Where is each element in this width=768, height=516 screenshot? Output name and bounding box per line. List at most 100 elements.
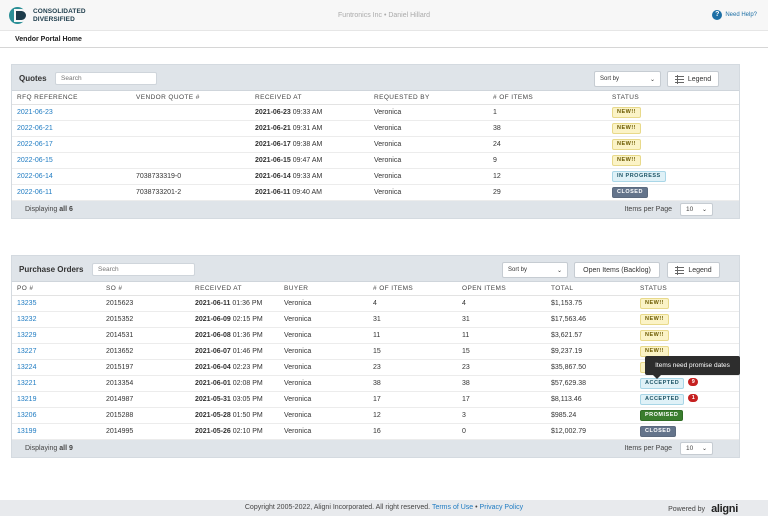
copyright: Copyright 2005-2022, Aligni Incorporated…	[0, 504, 768, 511]
received-at-cell: 2021-05-26 02:10 PM	[190, 423, 279, 440]
chevron-down-icon: ⌄	[701, 445, 707, 452]
quotes-search-input[interactable]	[55, 72, 157, 85]
quotes-sort-select[interactable]: Sort by ⌄	[594, 71, 661, 87]
rfq-reference-link[interactable]: 2022-06-15	[12, 152, 131, 169]
requested-by-cell: Veronica	[369, 152, 488, 169]
po-per-page-select[interactable]: 10 ⌄	[680, 441, 713, 455]
so-number-cell: 2015623	[101, 295, 190, 312]
quotes-table-header: RFQ REFERENCE VENDOR QUOTE # RECEIVED AT…	[12, 91, 739, 105]
table-row[interactable]: 13229 2014531 2021-06-08 01:36 PM Veronica 1…	[12, 327, 739, 344]
rfq-reference-link[interactable]: 2022-06-11	[12, 184, 131, 201]
requested-by-cell: Veronica	[369, 120, 488, 137]
notification-count-badge[interactable]: 1	[688, 393, 699, 402]
table-row[interactable]: 2021-06-23 2021-06-23 09:33 AM Veronica 1 NE…	[12, 104, 739, 121]
rfq-reference-link[interactable]: 2022-06-17	[12, 136, 131, 153]
received-date: 2021-06-07	[195, 347, 231, 355]
table-row[interactable]: 13219 2014987 2021-05-31 03:05 PM Veronica 1…	[12, 391, 739, 408]
table-row[interactable]: 2022-06-21 2021-06-21 09:31 AM Veronica 38 N…	[12, 120, 739, 137]
privacy-link[interactable]: Privacy Policy	[479, 504, 524, 511]
table-row[interactable]: 13224 2015197 2021-06-04 02:23 PM Veronica 2…	[12, 359, 739, 376]
po-number-link[interactable]: 13206	[12, 407, 101, 424]
displaying-count: all 9	[59, 444, 73, 452]
rfq-reference-link[interactable]: 2022-06-21	[12, 120, 131, 137]
items-count-cell: 23	[368, 359, 457, 376]
vendor-quote-cell	[131, 152, 250, 169]
so-number-cell: 2013354	[101, 375, 190, 392]
buyer-cell: Veronica	[279, 423, 368, 440]
po-number-link[interactable]: 13221	[12, 375, 101, 392]
status-cell: NEW!!	[635, 295, 739, 312]
status-cell: PROMISED	[635, 407, 739, 424]
po-search-input[interactable]	[92, 263, 195, 276]
table-row[interactable]: 2022-06-15 2021-06-15 09:47 AM Veronica 9 NE…	[12, 152, 739, 169]
table-row[interactable]: 13232 2015352 2021-06-09 02:15 PM Veronica 3…	[12, 311, 739, 328]
column-header[interactable]: SO #	[101, 282, 190, 296]
column-header[interactable]: # OF ITEMS	[368, 282, 457, 296]
company-logo-icon[interactable]	[9, 7, 30, 24]
rfq-reference-link[interactable]: 2021-06-23	[12, 104, 131, 121]
status-badge: ACCEPTED	[640, 393, 685, 405]
table-row[interactable]: 2022-06-11 7038733201-2 2021-06-11 09:40 A…	[12, 184, 739, 201]
column-header[interactable]: REQUESTED BY	[369, 91, 488, 105]
total-cell: $35,867.50	[546, 359, 635, 376]
po-number-link[interactable]: 13199	[12, 423, 101, 440]
status-cell: NEW!!	[607, 120, 739, 137]
table-row[interactable]: 13227 2013652 2021-06-07 01:46 PM Veronica 1…	[12, 343, 739, 360]
column-header[interactable]: OPEN ITEMS	[457, 282, 546, 296]
po-number-link[interactable]: 13224	[12, 359, 101, 376]
table-row[interactable]: 13235 2015623 2021-06-11 01:36 PM Veronica 4…	[12, 295, 739, 312]
quotes-legend-button[interactable]: Legend	[667, 71, 719, 87]
column-header[interactable]: BUYER	[279, 282, 368, 296]
table-row[interactable]: 13221 2013354 2021-06-01 02:08 PM Veronica 3…	[12, 375, 739, 392]
po-number-link[interactable]: 13229	[12, 327, 101, 344]
items-count-cell: 4	[368, 295, 457, 312]
column-header[interactable]: RECEIVED AT	[190, 282, 279, 296]
table-row[interactable]: 13199 2014995 2021-05-26 02:10 PM Veronica 1…	[12, 423, 739, 440]
column-header[interactable]: # OF ITEMS	[488, 91, 607, 105]
displaying-label: Displaying	[25, 444, 58, 452]
po-sort-select[interactable]: Sort by ⌄	[502, 262, 568, 278]
po-number-link[interactable]: 13227	[12, 343, 101, 360]
status-badge: NEW!!	[640, 297, 669, 309]
notification-count-badge[interactable]: 9	[688, 377, 699, 386]
items-count-cell: 17	[368, 391, 457, 408]
vendor-quote-cell: 7038733201-2	[131, 184, 250, 201]
column-header[interactable]: VENDOR QUOTE #	[131, 91, 250, 105]
items-count-cell: 1	[488, 104, 607, 121]
column-header[interactable]: PO #	[12, 282, 101, 296]
po-footer: Displaying all 9 Items per Page 10 ⌄	[12, 439, 739, 457]
status-badge: CLOSED	[612, 186, 648, 198]
table-row[interactable]: 13206 2015288 2021-05-28 01:50 PM Veronica 1…	[12, 407, 739, 424]
po-number-link[interactable]: 13232	[12, 311, 101, 328]
po-legend-button[interactable]: Legend	[667, 262, 720, 278]
column-header[interactable]: RFQ REFERENCE	[12, 91, 131, 105]
open-items-backlog-button[interactable]: Open Items (Backlog)	[574, 262, 660, 278]
column-header[interactable]: RECEIVED AT	[250, 91, 369, 105]
help-link[interactable]: ? Need Help?	[712, 10, 757, 20]
quotes-per-page-select[interactable]: 10 ⌄	[680, 202, 713, 216]
received-date: 2021-06-09	[195, 315, 231, 323]
rfq-reference-link[interactable]: 2022-06-14	[12, 168, 131, 185]
requested-by-cell: Veronica	[369, 168, 488, 185]
column-header[interactable]: STATUS	[635, 282, 739, 296]
received-time: 02:08 PM	[232, 379, 263, 387]
open-items-cell: 31	[457, 311, 546, 328]
received-at-cell: 2021-06-15 09:47 AM	[250, 152, 369, 169]
received-time: 09:40 AM	[292, 188, 322, 196]
aligni-logo[interactable]: aligni	[711, 503, 738, 515]
table-row[interactable]: 2022-06-14 7038733319-0 2021-06-14 09:33 A…	[12, 168, 739, 185]
po-number-link[interactable]: 13219	[12, 391, 101, 408]
terms-link[interactable]: Terms of Use	[431, 504, 474, 511]
received-time: 02:15 PM	[232, 315, 263, 323]
buyer-cell: Veronica	[279, 375, 368, 392]
table-row[interactable]: 2022-06-17 2021-06-17 09:38 AM Veronica 24 N…	[12, 136, 739, 153]
open-items-cell: 15	[457, 343, 546, 360]
received-time: 01:36 PM	[232, 299, 263, 307]
buyer-cell: Veronica	[279, 391, 368, 408]
so-number-cell: 2015197	[101, 359, 190, 376]
column-header[interactable]: TOTAL	[546, 282, 635, 296]
column-header[interactable]: STATUS	[607, 91, 739, 105]
legend-icon	[675, 265, 685, 275]
breadcrumb: Vendor Portal Home	[0, 31, 768, 48]
po-number-link[interactable]: 13235	[12, 295, 101, 312]
